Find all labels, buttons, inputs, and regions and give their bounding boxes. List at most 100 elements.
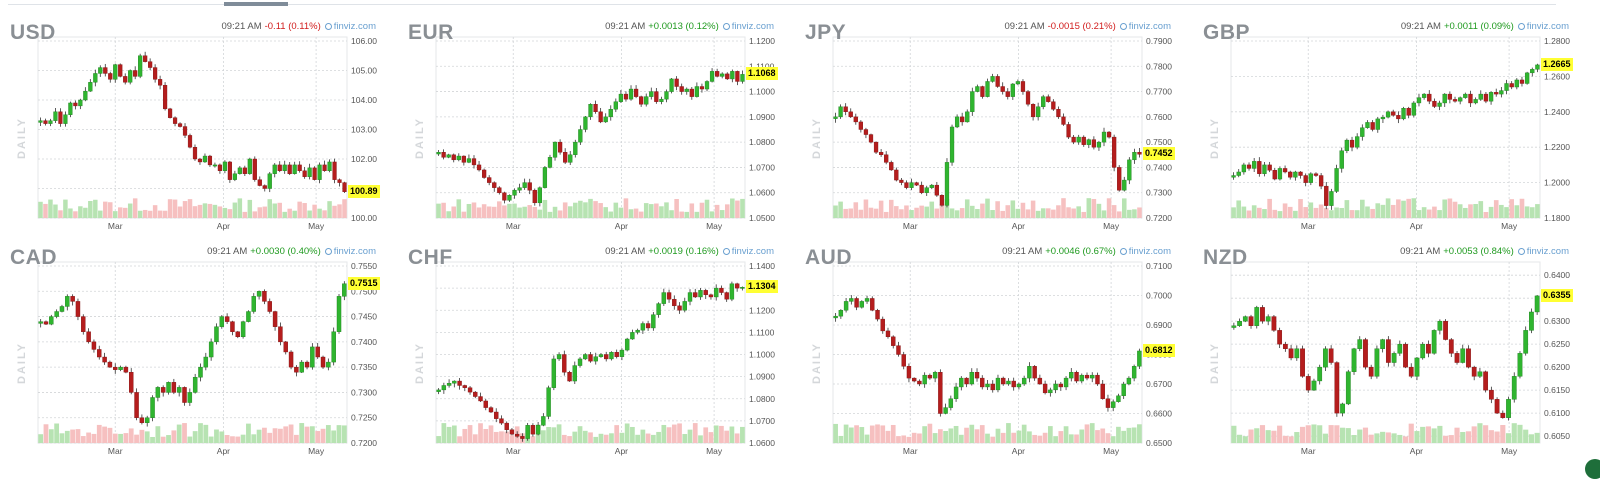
- candle-body: [917, 380, 922, 385]
- chart-panel-aud[interactable]: 0.71000.70000.69000.68000.67000.66000.65…: [795, 233, 1193, 458]
- volume-bar: [833, 423, 838, 443]
- candle-body: [53, 111, 58, 121]
- volume-bar: [1483, 425, 1489, 443]
- y-tick-label: 0.7000: [1146, 291, 1172, 301]
- candle-body: [224, 316, 230, 322]
- candle-body: [1267, 164, 1272, 171]
- chart-panel-cad[interactable]: 0.7550 0.7500 0.7450 0.7400 0.7350 0.7300 0.72…: [0, 233, 398, 458]
- candle-body: [1355, 136, 1360, 148]
- candle-body: [567, 371, 572, 382]
- chart-panel-nzd[interactable]: 0.64000.63500.63000.62500.62000.61500.61…: [1193, 233, 1591, 458]
- volume-bar: [572, 431, 578, 443]
- candle-body: [1288, 171, 1293, 178]
- candle-body: [297, 164, 302, 171]
- volume-bar: [1523, 429, 1529, 443]
- candle-body: [969, 371, 974, 385]
- volume-bar: [208, 436, 214, 443]
- candle-body: [740, 74, 745, 82]
- candle-body: [1416, 97, 1422, 104]
- candle-body: [899, 179, 904, 183]
- candle-body: [618, 93, 624, 102]
- candle-body: [719, 287, 724, 293]
- y-tick-label: 0.6400: [1544, 270, 1570, 280]
- candle-body: [451, 154, 456, 161]
- volume-bar: [1091, 198, 1097, 218]
- volume-bar: [704, 199, 710, 218]
- y-tick-label: 0.7200: [351, 438, 377, 448]
- source-link[interactable]: finviz.com: [722, 21, 774, 32]
- candle-body: [172, 117, 178, 124]
- volume-bar: [864, 434, 870, 443]
- volume-bar: [1257, 207, 1262, 218]
- y-tick-label: 0.7600: [1146, 112, 1172, 122]
- volume-bar: [943, 430, 948, 443]
- chart-panel-eur[interactable]: 1.1200 1.1100 1.1000 1.0900 1.0800 1.0700 1.06…: [398, 8, 796, 233]
- volume-bar: [709, 211, 715, 218]
- volume-bar: [1345, 428, 1351, 443]
- candle-body: [317, 164, 322, 180]
- source-link[interactable]: finviz.com: [1119, 21, 1171, 32]
- chart-panel-chf[interactable]: 1.14001.13001.12001.11001.10001.09001.08…: [398, 233, 796, 458]
- chat-bubble-icon[interactable]: [1585, 459, 1600, 479]
- candle-body: [980, 86, 985, 97]
- volume-bar: [499, 431, 504, 443]
- candle-body: [598, 111, 603, 123]
- candle-body: [222, 161, 227, 171]
- source-link[interactable]: finviz.com: [1119, 246, 1171, 257]
- candle-body: [65, 296, 70, 307]
- volume-bar: [1452, 201, 1458, 218]
- volume-bar: [1137, 424, 1142, 443]
- chart-panel-gbp[interactable]: 1.2800 1.2600 1.2400 1.2200 1.2000 1.1800 Mar A…: [1193, 8, 1591, 233]
- volume-bar: [588, 198, 593, 218]
- candle-body: [83, 90, 88, 101]
- candle-body: [687, 292, 693, 302]
- price-change: +0.0013 (0.12%): [648, 21, 719, 32]
- volume-bar: [975, 209, 980, 218]
- active-tab-indicator[interactable]: [224, 2, 288, 6]
- candle-body: [93, 73, 98, 83]
- candle-body: [679, 86, 684, 92]
- volume-bar: [197, 204, 203, 218]
- volume-bar: [1454, 427, 1460, 443]
- candle-body: [1231, 325, 1237, 328]
- price-change: -0.0015 (0.21%): [1047, 21, 1116, 32]
- volume-bar: [735, 200, 740, 218]
- volume-bar: [297, 201, 302, 218]
- candle-body: [342, 283, 347, 297]
- volume-bar: [182, 201, 188, 218]
- volume-bar: [54, 423, 60, 443]
- chart-panel-jpy[interactable]: 0.7900 0.7800 0.7700 0.7600 0.7500 0.7400 0.73…: [795, 8, 1193, 233]
- quote-header: 09:21 AM +0.0030 (0.40%) finviz.com: [207, 246, 376, 257]
- candle-body: [703, 290, 708, 295]
- source-link[interactable]: finviz.com: [1517, 21, 1569, 32]
- candle-body: [1111, 401, 1116, 408]
- volume-bar: [309, 426, 315, 443]
- candle-body: [1132, 152, 1137, 161]
- volume-bar: [86, 432, 92, 443]
- y-tick-label: 102.00: [351, 154, 377, 164]
- source-link[interactable]: finviz.com: [722, 246, 774, 257]
- candle-body: [684, 88, 689, 92]
- source-link[interactable]: finviz.com: [324, 21, 376, 32]
- volume-bar: [502, 205, 507, 218]
- volume-bar: [262, 206, 268, 218]
- source-link[interactable]: finviz.com: [324, 246, 376, 257]
- candle-body: [1511, 376, 1517, 400]
- volume-bar: [1262, 209, 1267, 218]
- candle-body: [1105, 398, 1111, 408]
- volume-bar: [1035, 210, 1041, 218]
- candle-body: [884, 154, 889, 163]
- volume-bar: [192, 431, 198, 443]
- candle-body: [1137, 152, 1142, 155]
- candle-body: [734, 283, 740, 289]
- source-link[interactable]: finviz.com: [1517, 246, 1569, 257]
- volume-bar: [1015, 208, 1021, 218]
- candle-body: [1397, 343, 1403, 354]
- candlestick-chart: 1.1200 1.1100 1.1000 1.0900 1.0800 1.0700 1.06…: [435, 36, 775, 231]
- volume-bar: [162, 210, 168, 218]
- candlestick-chart: 0.71000.70000.69000.68000.67000.66000.65…: [832, 261, 1172, 456]
- chart-panel-usd[interactable]: 106.00105.00104.00103.00102.00101.00100.…: [0, 8, 398, 233]
- candle-body: [336, 296, 342, 332]
- candle-body: [1483, 93, 1489, 102]
- candle-body: [1081, 136, 1086, 145]
